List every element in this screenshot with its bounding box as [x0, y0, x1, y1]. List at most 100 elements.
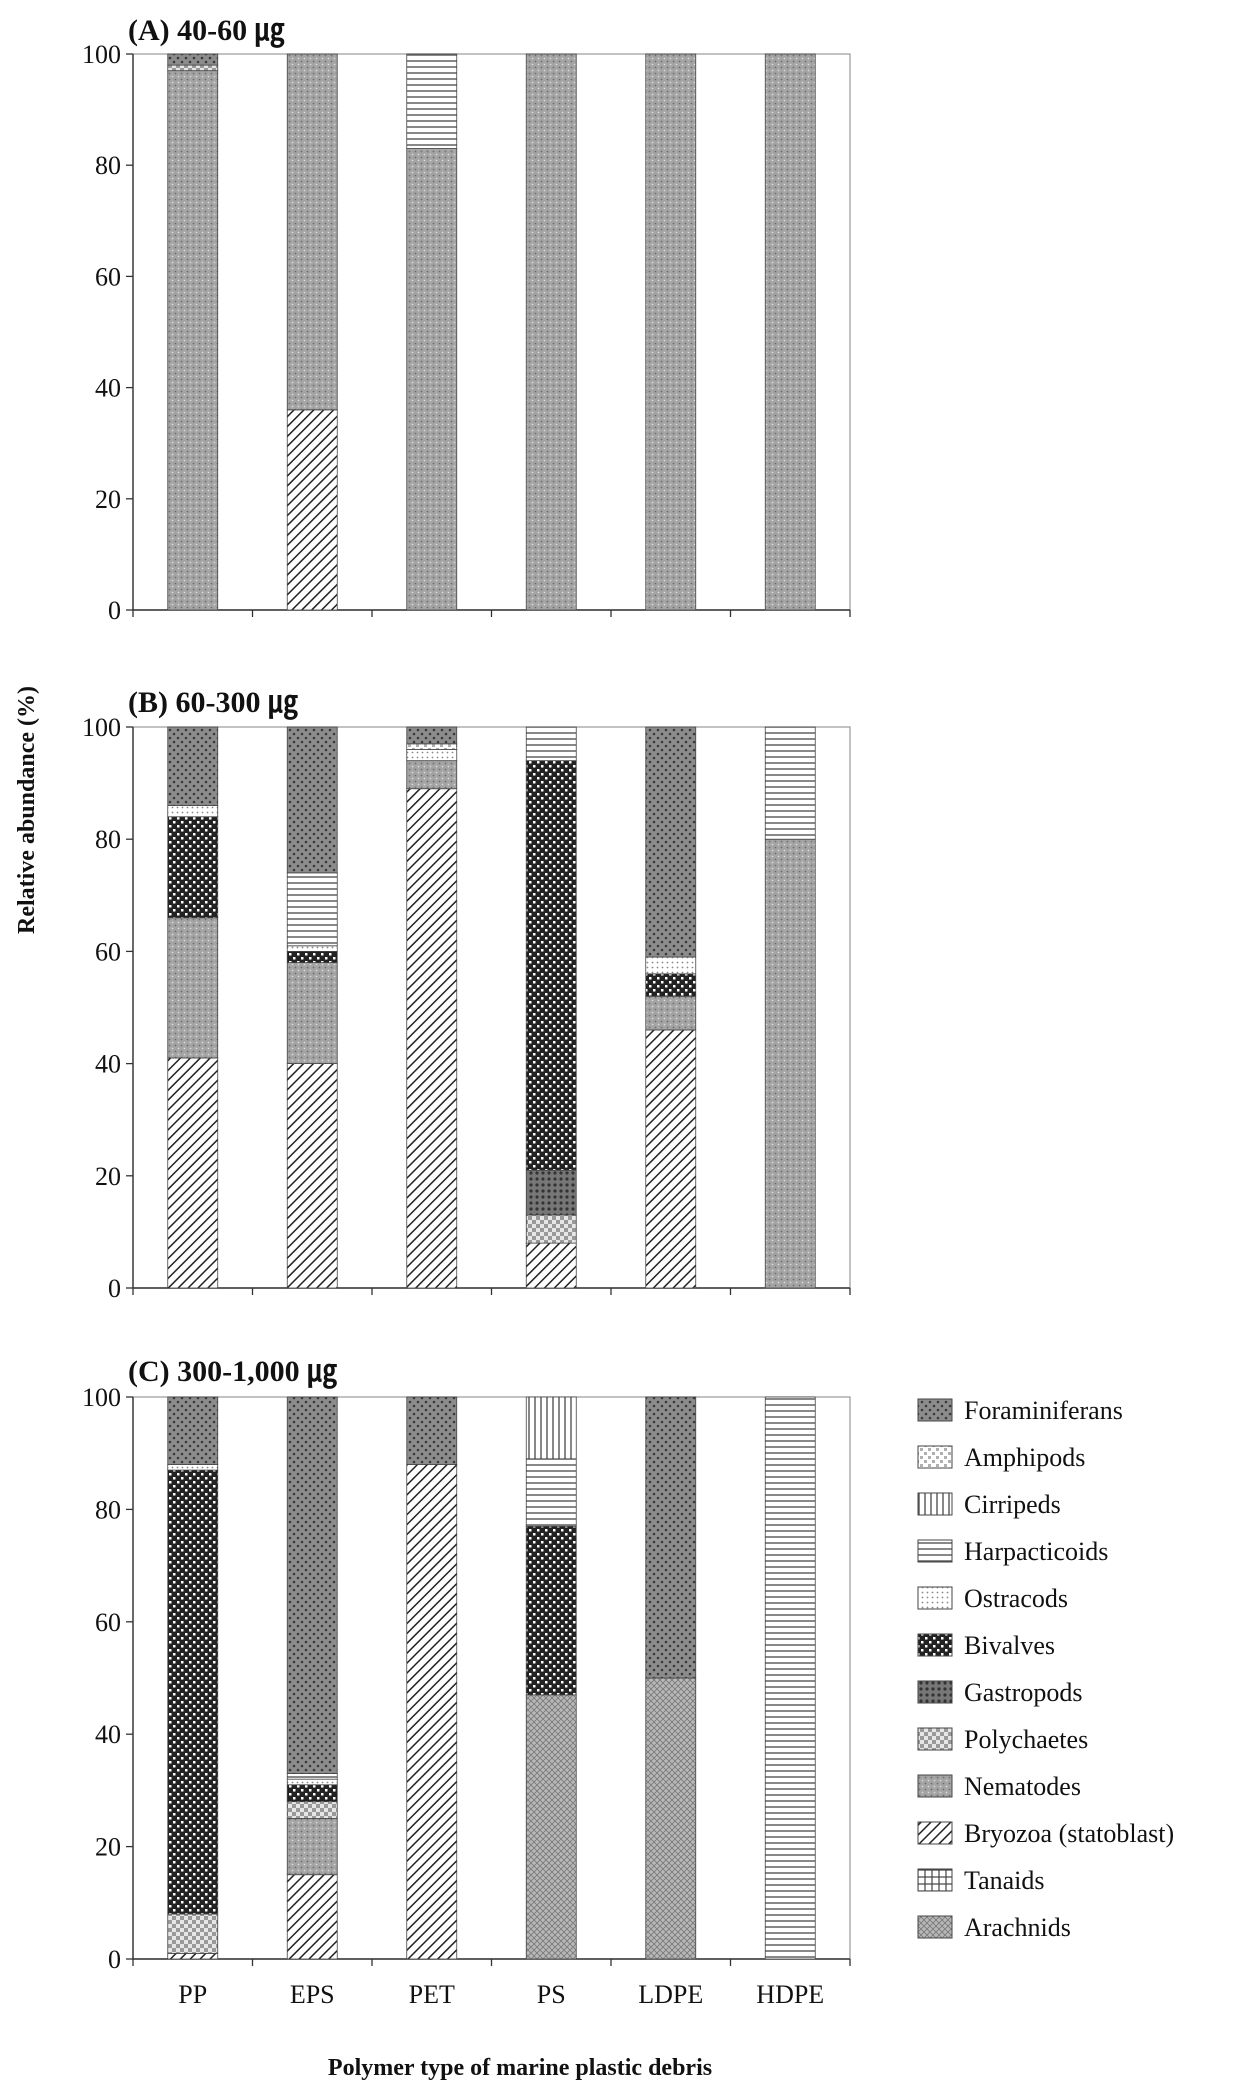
y-tick-label: 0: [108, 596, 121, 625]
y-tick-label: 60: [95, 937, 121, 966]
legend-label: Tanaids: [964, 1866, 1045, 1895]
bar-segment-bryozoa: [167, 1057, 219, 1289]
bar-segment-bivalves: [525, 760, 577, 1171]
bar-segment-polychaetes: [286, 1801, 338, 1819]
bar-segment-foraminiferans: [167, 1396, 219, 1465]
y-tick-label: 100: [82, 1383, 121, 1412]
bar-segment-bryozoa: [525, 1242, 577, 1289]
y-tick-label: 40: [95, 374, 121, 403]
bar-segment-bryozoa: [286, 409, 338, 611]
bar-segment-nematodes: [645, 53, 697, 611]
bar-segment-bryozoa: [286, 1874, 338, 1960]
legend-label: Harpacticoids: [964, 1537, 1108, 1566]
panel-title: (C) 300-1,000 ㎍: [128, 1355, 337, 1390]
legend-label: Bryozoa (statoblast): [964, 1819, 1174, 1848]
y-tick-label: 80: [95, 151, 121, 180]
legend-item: Foraminiferans: [917, 1396, 1123, 1425]
legend-swatch: [917, 1586, 953, 1610]
bar-segment-nematodes: [167, 70, 219, 611]
bar-segment-foraminiferans: [167, 726, 219, 806]
legend-item: Arachnids: [917, 1913, 1071, 1942]
legend-swatch: [917, 1774, 953, 1798]
panel-title: (A) 40-60 ㎍: [128, 14, 285, 49]
legend-item: Tanaids: [917, 1866, 1045, 1895]
bar-segment-harpacticoids: [525, 1458, 577, 1527]
y-tick-label: 0: [108, 1274, 121, 1303]
y-tick-label: 40: [95, 1720, 121, 1749]
legend-label: Foraminiferans: [964, 1396, 1123, 1425]
bar-segment-foraminiferans: [286, 726, 338, 874]
x-tick-label: EPS: [290, 1980, 335, 2009]
legend-swatch: [917, 1398, 953, 1422]
bar-segment-harpacticoids: [406, 53, 458, 149]
bar-segment-foraminiferans: [645, 726, 697, 958]
bar-segment-bivalves: [286, 1784, 338, 1803]
x-axis-label: Polymer type of marine plastic debris: [328, 2055, 712, 2081]
bar-segment-arachnids: [525, 1694, 577, 1960]
bar-hdpe: [764, 726, 816, 1289]
bar-pp: [167, 726, 219, 1289]
bar-eps: [286, 1396, 338, 1960]
y-tick-label: 80: [95, 1495, 121, 1524]
plot-frame: [132, 726, 851, 1289]
y-tick-label: 60: [95, 1608, 121, 1637]
bar-segment-harpacticoids: [764, 726, 816, 840]
legend-item: Bivalves: [917, 1631, 1055, 1660]
bar-segment-ostracods: [167, 805, 219, 818]
legend-swatch: [917, 1539, 953, 1563]
legend-label: Nematodes: [964, 1772, 1081, 1801]
bar-segment-ostracods: [645, 956, 697, 975]
bar-segment-bivalves: [167, 1469, 219, 1915]
bar-segment-bryozoa: [645, 1029, 697, 1289]
bar-pp: [167, 1396, 219, 1960]
bar-ps: [525, 53, 577, 611]
legend-label: Bivalves: [964, 1631, 1055, 1660]
legend-item: Harpacticoids: [917, 1537, 1108, 1566]
bar-segment-nematodes: [764, 838, 816, 1289]
legend-item: Polychaetes: [917, 1725, 1088, 1754]
bar-segment-harpacticoids: [525, 726, 577, 762]
bar-segment-foraminiferans: [645, 1396, 697, 1679]
panel-1: 0 20 40 60 80 100(A) 40-60 ㎍: [82, 14, 851, 625]
bar-segment-amphipods: [406, 743, 458, 750]
bar-segment-bivalves: [645, 973, 697, 997]
bar-ldpe: [645, 1396, 697, 1960]
legend-item: Ostracods: [917, 1584, 1068, 1613]
bar-pp: [167, 53, 219, 611]
bar-segment-foraminiferans: [406, 1396, 458, 1465]
bar-segment-bivalves: [167, 816, 219, 919]
panel-title: (B) 60-300 ㎍: [128, 686, 298, 721]
legend-label: Cirripeds: [964, 1490, 1061, 1519]
bar-segment-bivalves: [286, 951, 338, 964]
bar-segment-nematodes: [525, 53, 577, 611]
bar-segment-polychaetes: [525, 1214, 577, 1244]
bar-ps: [525, 726, 577, 1289]
y-tick-label: 40: [95, 1050, 121, 1079]
y-tick-label: 20: [95, 1833, 121, 1862]
legend-label: Gastropods: [964, 1678, 1082, 1707]
bar-segment-bryozoa: [406, 788, 458, 1289]
bar-segment-nematodes: [406, 760, 458, 790]
bar-segment-nematodes: [764, 53, 816, 611]
legend-label: Amphipods: [964, 1443, 1085, 1472]
x-tick-label: PP: [178, 1980, 207, 2009]
bar-segment-nematodes: [645, 995, 697, 1031]
legend-swatch: [917, 1868, 953, 1892]
legend-label: Ostracods: [964, 1584, 1068, 1613]
plot-frame: [132, 53, 851, 611]
bar-ldpe: [645, 726, 697, 1289]
bar-segment-harpacticoids: [286, 1773, 338, 1780]
y-tick-label: 100: [82, 713, 121, 742]
bar-segment-cirripeds: [525, 1396, 577, 1460]
legend-item: Gastropods: [917, 1678, 1082, 1707]
legend-label: Arachnids: [964, 1913, 1071, 1942]
bar-segment-nematodes: [286, 53, 338, 411]
bar-segment-gastropods: [525, 1169, 577, 1216]
bar-segment-ostracods: [167, 1464, 219, 1471]
y-tick-label: 60: [95, 262, 121, 291]
legend-swatch: [917, 1727, 953, 1751]
bar-segment-arachnids: [645, 1677, 697, 1960]
bar-eps: [286, 53, 338, 611]
bar-segment-foraminiferans: [167, 53, 219, 66]
